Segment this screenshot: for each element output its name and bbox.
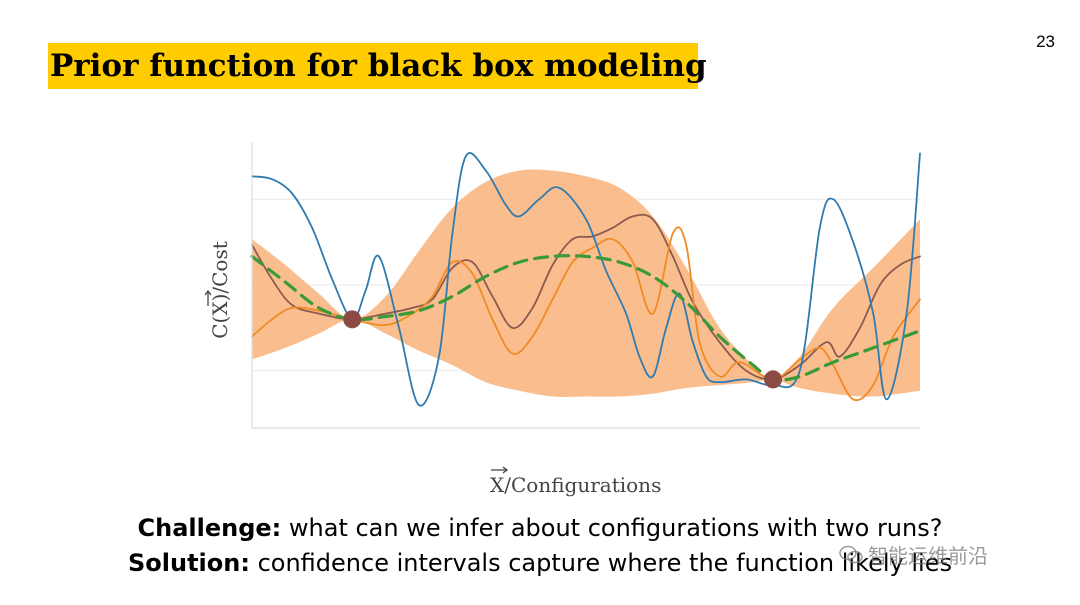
observation-point-2: [764, 370, 783, 389]
y-axis-label: C(X)/Cost: [204, 241, 232, 339]
slide-title: Prior function for black box modeling: [48, 43, 707, 89]
observation-points: [343, 310, 783, 389]
x-axis-label: X/Configurations: [490, 466, 661, 497]
prior-function-chart: C(X)/Cost X/Configurations: [204, 142, 922, 497]
svg-text:X/Configurations: X/Configurations: [490, 473, 661, 497]
confidence-band: [252, 169, 920, 397]
challenge-label: Challenge:: [137, 514, 282, 542]
slide-number: 23: [1036, 32, 1055, 51]
series-lines: [250, 152, 922, 407]
svg-text:C(X)/Cost: C(X)/Cost: [208, 241, 232, 339]
solution-line: Solution: confidence intervals capture w…: [0, 549, 1080, 577]
observation-point-1: [343, 310, 362, 329]
series-line-blue: [251, 152, 921, 407]
watermark: 智能运维前沿: [838, 540, 988, 569]
series-line-mean: [250, 254, 922, 382]
challenge-text: what can we infer about configurations w…: [281, 514, 943, 542]
challenge-line: Challenge: what can we infer about confi…: [0, 514, 1080, 542]
series-line-orange: [251, 226, 921, 402]
wechat-icon: [839, 545, 863, 563]
solution-label: Solution:: [127, 549, 250, 577]
watermark-text: 智能运维前沿: [868, 544, 988, 568]
solution-text: confidence intervals capture where the f…: [249, 549, 952, 577]
